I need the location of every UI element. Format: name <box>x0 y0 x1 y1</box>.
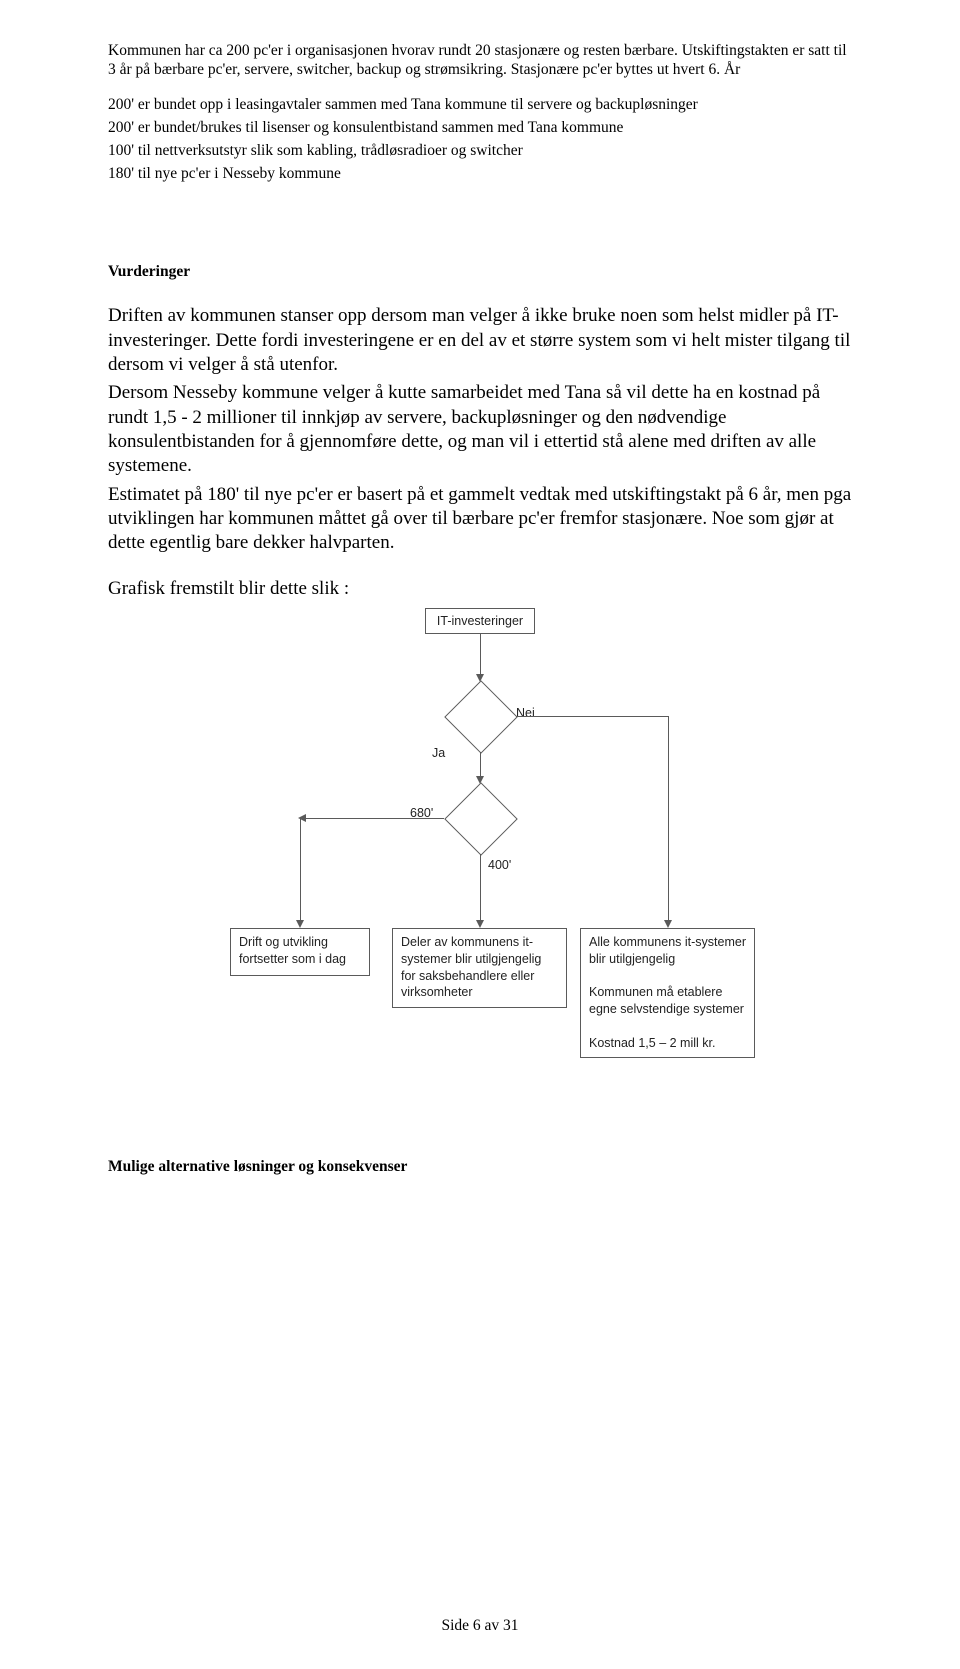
fc-label-nei: Nei <box>516 706 535 720</box>
vurd-p1: Driften av kommunen stanser opp dersom m… <box>108 304 852 377</box>
fc-diamond-2 <box>444 782 518 856</box>
intro-l4: 180' til nye pc'er i Nesseby kommune <box>108 165 852 184</box>
vurd-p3: Estimatet på 180' til nye pc'er er baser… <box>108 483 852 556</box>
fc-diamond-1 <box>444 680 518 754</box>
alt-heading: Mulige alternative løsninger og konsekve… <box>108 1158 852 1177</box>
intro-l3: 100' til nettverksutstyr slik som kablin… <box>108 142 852 161</box>
intro-p1: Kommunen har ca 200 pc'er i organisasjon… <box>108 42 852 80</box>
vurderinger-heading: Vurderinger <box>108 263 852 282</box>
intro-l1: 200' er bundet opp i leasingavtaler samm… <box>108 96 852 115</box>
grafisk-heading: Grafisk fremstilt blir dette slik : <box>108 577 852 601</box>
page: Kommunen har ca 200 pc'er i organisasjon… <box>0 0 960 1669</box>
fc-top-box: IT-investeringer <box>425 608 535 634</box>
fc-out-2: Deler av kommunens it- systemer blir uti… <box>392 928 567 1008</box>
fc-label-400: 400' <box>488 858 511 872</box>
flowchart: IT-investeringerNeiJa680'400'Drift og ut… <box>108 608 852 1068</box>
fc-out-3: Alle kommunens it-systemer blir utilgjen… <box>580 928 755 1058</box>
vurd-p2: Dersom Nesseby kommune velger å kutte sa… <box>108 381 852 478</box>
fc-out-1: Drift og utvikling fortsetter som i dag <box>230 928 370 976</box>
fc-label-ja: Ja <box>432 746 445 760</box>
page-footer: Side 6 av 31 <box>0 1617 960 1635</box>
intro-l2: 200' er bundet/brukes til lisenser og ko… <box>108 119 852 138</box>
